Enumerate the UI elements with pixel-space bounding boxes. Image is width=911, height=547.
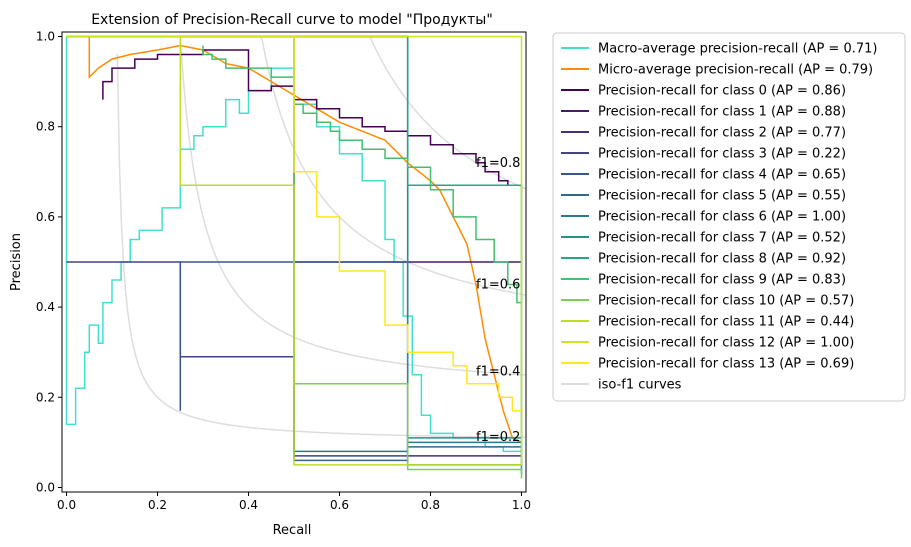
legend: Macro-average precision-recall (AP = 0.7… (552, 32, 906, 402)
iso-f1-label: f1=0.6 (476, 278, 520, 293)
series-line (293, 36, 522, 412)
series-layer (65, 35, 523, 479)
plot-frame (61, 31, 527, 493)
y-tick-label: 0.6 (36, 210, 55, 224)
iso-f1-curve (369, 36, 526, 190)
legend-frame (552, 32, 906, 402)
legend-entry: Precision-recall for class 0 (AP = 0.86) (598, 84, 846, 99)
series-line (202, 45, 522, 304)
iso-f1-labels: f1=0.2 f1=0.4 f1=0.6 f1=0.8 (476, 156, 520, 445)
series-line (66, 35, 522, 444)
y-tick-label: 0.2 (36, 390, 55, 404)
legend-entry: Precision-recall for class 5 (AP = 0.55) (598, 189, 846, 204)
y-tick-label: 0.0 (36, 480, 55, 494)
iso-f1-layer (116, 36, 526, 439)
legend-entry: Precision-recall for class 11 (AP = 0.44… (598, 315, 854, 330)
legend-entry: Precision-recall for class 13 (AP = 0.69… (598, 357, 854, 372)
y-axis: 0.0 0.2 0.4 0.6 0.8 1.0 (36, 30, 62, 494)
legend-entry: Precision-recall for class 9 (AP = 0.83) (598, 273, 846, 288)
legend-entry: Precision-recall for class 7 (AP = 0.52) (598, 231, 846, 246)
legend-entry: Precision-recall for class 1 (AP = 0.88) (598, 105, 846, 120)
series-line (102, 49, 522, 187)
chart-title: Extension of Precision-Recall curve to m… (91, 12, 493, 28)
legend-entry: Precision-recall for class 4 (AP = 0.65) (598, 168, 846, 183)
x-tick-label: 0.8 (421, 498, 440, 512)
y-tick-label: 1.0 (36, 30, 55, 44)
x-tick-label: 0.4 (239, 498, 258, 512)
legend-entry: Precision-recall for class 6 (AP = 1.00) (598, 210, 846, 225)
iso-f1-label: f1=0.2 (476, 430, 520, 445)
legend-entry: Macro-average precision-recall (AP = 0.7… (598, 42, 877, 57)
y-axis-label: Precision (9, 233, 24, 291)
series-line (66, 261, 409, 457)
series-line (65, 36, 522, 453)
iso-f1-curve (179, 40, 526, 376)
x-axis-label: Recall (273, 523, 312, 538)
legend-entry: Precision-recall for class 2 (AP = 0.77) (598, 126, 846, 141)
x-tick-label: 0.0 (57, 498, 76, 512)
y-tick-label: 0.4 (36, 300, 55, 314)
legend-entry: iso-f1 curves (598, 378, 682, 393)
series-line (66, 35, 523, 465)
iso-f1-label: f1=0.4 (476, 365, 520, 380)
legend-entry: Precision-recall for class 3 (AP = 0.22) (598, 147, 846, 162)
x-tick-label: 0.6 (330, 498, 349, 512)
x-tick-label: 1.0 (512, 498, 531, 512)
legend-entry: Micro-average precision-recall (AP = 0.7… (598, 63, 873, 78)
legend-entry: Precision-recall for class 8 (AP = 0.92) (598, 252, 846, 267)
legend-entry: Precision-recall for class 12 (AP = 1.00… (598, 336, 854, 351)
legend-entry: Precision-recall for class 10 (AP = 0.57… (598, 294, 854, 309)
y-tick-label: 0.8 (36, 120, 55, 134)
x-axis: 0.0 0.2 0.4 0.6 0.8 1.0 (57, 492, 531, 512)
iso-f1-curve (116, 53, 526, 439)
x-tick-label: 0.2 (148, 498, 167, 512)
iso-f1-label: f1=0.8 (476, 156, 520, 171)
